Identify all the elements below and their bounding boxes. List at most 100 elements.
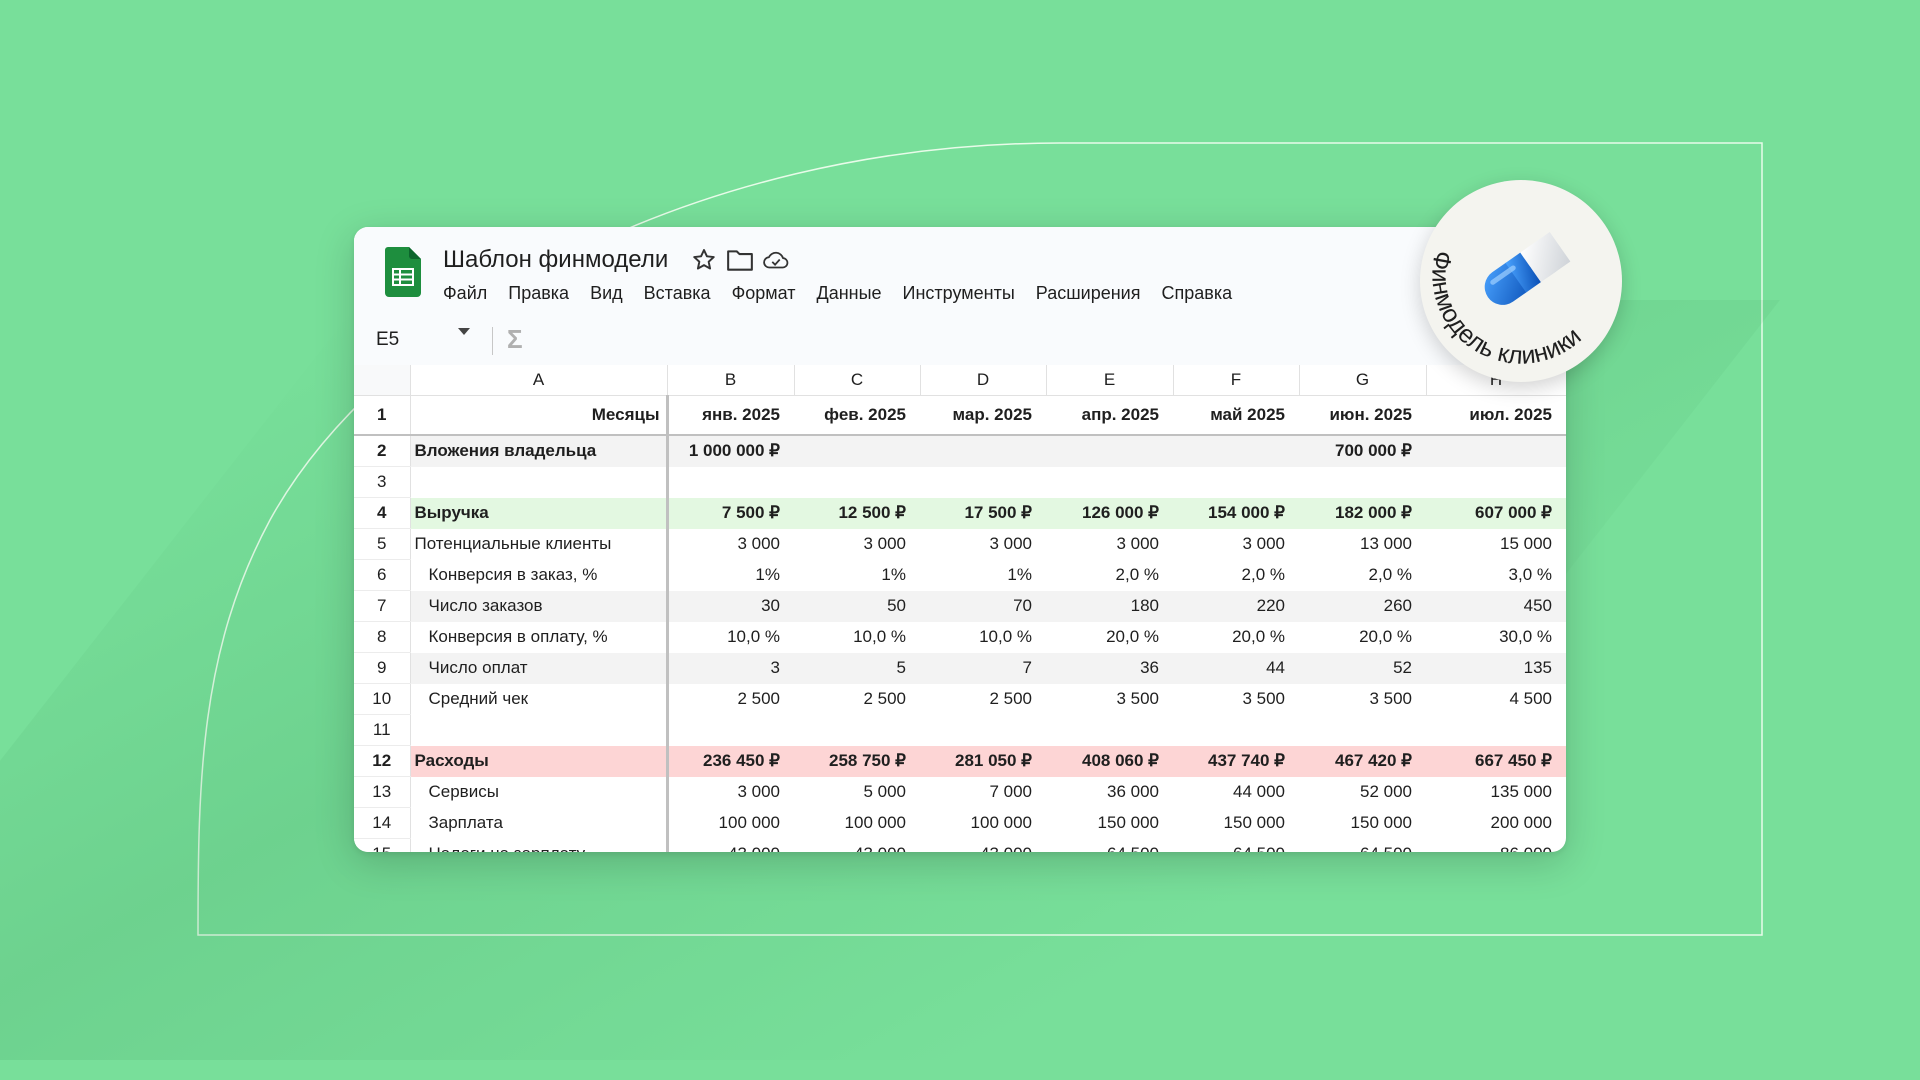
cell-value[interactable]: июл. 2025 (1426, 395, 1566, 436)
cell-value[interactable]: 607 000 ₽ (1426, 497, 1566, 529)
cell-value[interactable]: 437 740 ₽ (1173, 745, 1299, 777)
row-number[interactable]: 7 (354, 590, 411, 622)
cell-label[interactable] (410, 714, 669, 746)
row-number[interactable]: 15 (354, 838, 411, 852)
cell-value[interactable]: 135 000 (1490, 782, 1552, 801)
cell-value[interactable] (1173, 467, 1299, 498)
cell-value[interactable]: 100 000 (718, 813, 780, 832)
cell-value[interactable]: 2,0 % (1368, 565, 1412, 584)
cell-value[interactable] (1046, 467, 1173, 498)
column-header-g[interactable]: G (1299, 365, 1427, 396)
caret-down-icon[interactable] (458, 328, 470, 335)
cell-value[interactable]: 700 000 ₽ (1299, 435, 1426, 467)
cell-value[interactable]: 86 000 (1426, 839, 1566, 852)
cell-value[interactable]: 15 000 (1500, 534, 1552, 553)
cell-value[interactable]: 10,0 % (853, 627, 906, 646)
star-icon[interactable] (690, 246, 718, 274)
cell-value[interactable] (1046, 715, 1173, 746)
cell-value[interactable]: 126 000 ₽ (1046, 497, 1173, 529)
menu-format[interactable]: Формат (731, 283, 796, 303)
menu-help[interactable]: Справка (1161, 283, 1233, 303)
cell-value[interactable]: 5 000 (863, 782, 906, 801)
cell-value[interactable]: 10,0 % (979, 627, 1032, 646)
cell-value[interactable]: 2 500 (737, 689, 780, 708)
column-header-e[interactable]: E (1046, 365, 1174, 396)
cell-label[interactable]: Число заказов (410, 590, 669, 622)
cell-value[interactable]: 408 060 ₽ (1046, 745, 1173, 777)
cell-value[interactable]: 30 (667, 590, 794, 622)
sigma-icon[interactable]: Σ (507, 324, 523, 354)
cell-value[interactable]: 135 (1426, 652, 1566, 684)
column-header-f[interactable]: F (1173, 365, 1300, 396)
cell-value[interactable]: янв. 2025 (667, 395, 794, 436)
cell-value[interactable]: 44 (1173, 652, 1299, 684)
cell-value[interactable]: 70 (920, 590, 1046, 622)
cell-label[interactable]: Зарплата (410, 807, 669, 839)
cell-value[interactable]: 180 (1046, 590, 1173, 622)
row-number[interactable]: 12 (354, 745, 411, 777)
cell-value[interactable]: 43 000 (667, 839, 794, 852)
cell-value[interactable]: 36 000 (1107, 782, 1159, 801)
column-header-c[interactable]: C (794, 365, 921, 396)
cell-reference[interactable]: E5 (376, 329, 400, 350)
cell-value[interactable]: 3 500 (1242, 689, 1285, 708)
cell-label[interactable] (410, 466, 669, 498)
cell-value[interactable] (1173, 715, 1299, 746)
cell-value[interactable] (1173, 435, 1299, 467)
select-all-corner[interactable] (354, 365, 411, 396)
cell-value[interactable]: 2 500 (863, 689, 906, 708)
cell-value[interactable]: май 2025 (1173, 395, 1299, 436)
menu-extensions[interactable]: Расширения (1035, 283, 1141, 303)
cell-value[interactable]: 17 500 ₽ (920, 497, 1046, 529)
cell-value[interactable] (1299, 467, 1426, 498)
menu-insert[interactable]: Вставка (643, 283, 711, 303)
cell-value[interactable]: 467 420 ₽ (1299, 745, 1426, 777)
cell-value[interactable]: 10,0 % (727, 627, 780, 646)
cell-value[interactable] (1426, 715, 1566, 746)
column-header-d[interactable]: D (920, 365, 1047, 396)
cell-value[interactable]: 43 000 (794, 839, 920, 852)
cell-value[interactable]: апр. 2025 (1046, 395, 1173, 436)
row-number[interactable]: 11 (354, 714, 411, 746)
cell-value[interactable]: 258 750 ₽ (794, 745, 920, 777)
cell-value[interactable]: 3 500 (1369, 689, 1412, 708)
cell-label[interactable]: Число оплат (410, 652, 669, 684)
cell-value[interactable]: 2 500 (989, 689, 1032, 708)
cell-value[interactable]: 150 000 (1223, 813, 1285, 832)
cell-label[interactable]: Месяцы (410, 395, 669, 436)
row-number[interactable]: 4 (354, 497, 411, 529)
cell-value[interactable]: фев. 2025 (794, 395, 920, 436)
row-number[interactable]: 8 (354, 621, 411, 653)
menu-view[interactable]: Вид (590, 283, 623, 303)
cell-value[interactable]: 3 000 (989, 534, 1032, 553)
cell-value[interactable]: 3 000 (863, 534, 906, 553)
cell-label[interactable]: Сервисы (410, 776, 669, 808)
column-header-b[interactable]: B (667, 365, 795, 396)
cell-value[interactable] (1426, 467, 1566, 498)
cell-value[interactable]: 1% (1007, 565, 1032, 584)
cell-label[interactable]: Конверсия в заказ, % (410, 559, 669, 591)
cell-value[interactable] (794, 715, 920, 746)
row-number[interactable]: 6 (354, 559, 411, 591)
cell-value[interactable]: 36 (1046, 652, 1173, 684)
cell-value[interactable] (1299, 715, 1426, 746)
cell-value[interactable]: 150 000 (1097, 813, 1159, 832)
cell-value[interactable]: 44 000 (1233, 782, 1285, 801)
cell-value[interactable]: 3 500 (1116, 689, 1159, 708)
cell-value[interactable]: 281 050 ₽ (920, 745, 1046, 777)
cell-value[interactable]: 260 (1299, 590, 1426, 622)
cell-value[interactable] (794, 435, 920, 467)
cell-value[interactable]: 7 000 (989, 782, 1032, 801)
row-number[interactable]: 3 (354, 466, 411, 498)
cell-value[interactable]: 1 000 000 ₽ (667, 435, 794, 467)
cell-value[interactable]: 5 (794, 652, 920, 684)
cell-value[interactable]: 3 000 (737, 782, 780, 801)
cell-value[interactable]: 1% (755, 565, 780, 584)
cell-value[interactable] (920, 435, 1046, 467)
cell-value[interactable] (667, 467, 794, 498)
cell-value[interactable] (920, 715, 1046, 746)
column-header-a[interactable]: A (410, 365, 668, 396)
cell-value[interactable]: 64 500 (1173, 839, 1299, 852)
cell-value[interactable]: 3 000 (1116, 534, 1159, 553)
cell-value[interactable]: 1% (881, 565, 906, 584)
